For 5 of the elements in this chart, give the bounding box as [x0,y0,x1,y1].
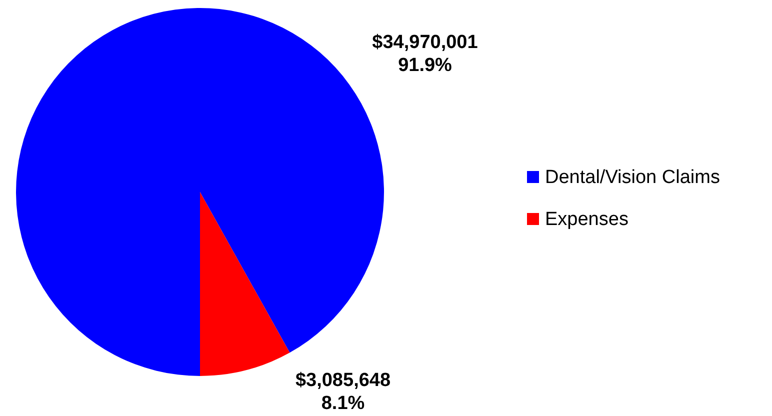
data-label: $3,085,648 8.1% [295,370,391,414]
legend-label: Expenses [545,209,628,230]
data-label: $34,970,001 91.9% [372,32,478,76]
pie-slice [200,192,290,376]
legend-label: Dental/Vision Claims [545,167,720,188]
